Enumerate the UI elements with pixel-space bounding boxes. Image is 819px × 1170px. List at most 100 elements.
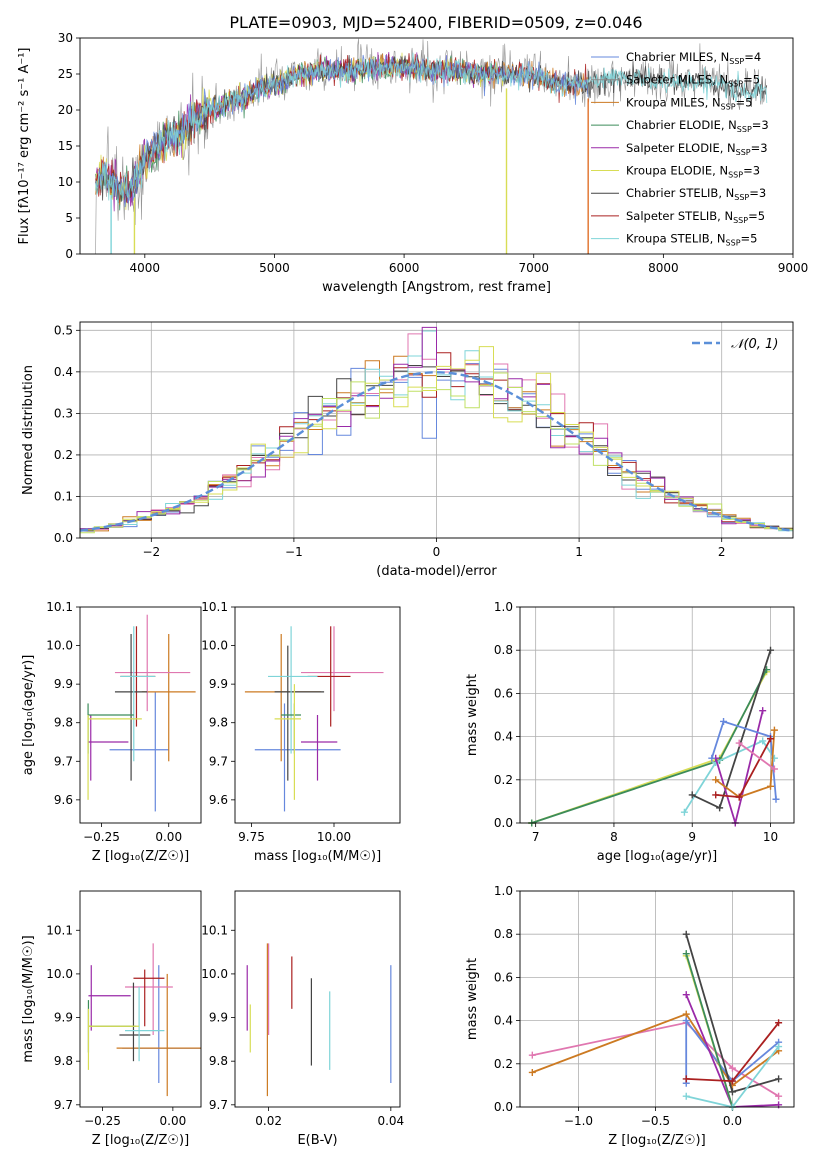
y-tick-label: 5: [65, 211, 73, 225]
x-axis-label: (data-model)/error: [376, 564, 497, 579]
x-tick-label: −1: [285, 545, 303, 559]
y-tick-label: 15: [58, 139, 73, 153]
mass_vs_ebv-axes: 0.02 0.04 9.7 9.8 9.9 10.0 10.1 E(B-V): [201, 890, 404, 1148]
y-tick-label: 10.1: [201, 923, 228, 937]
histogram-lime: [79, 372, 793, 538]
axes-frame: [79, 606, 202, 824]
y-tick-label: 0.0: [494, 816, 513, 830]
x-axis-label: Z [log₁₀(Z/Z☉)]: [608, 1133, 705, 1148]
x-tick-label: 1: [575, 545, 583, 559]
weight-line: [531, 669, 768, 824]
weight-marker: [728, 1088, 736, 1096]
y-tick-label: 0.5: [54, 323, 73, 337]
x-tick-label: 6000: [389, 261, 420, 275]
y-tick-label: 9.7: [209, 1098, 228, 1112]
y-tick-label: 0.2: [54, 448, 73, 462]
weight-marker: [767, 646, 775, 654]
y-axis-label: Flux [fλ10⁻¹⁷ erg cm⁻² s⁻¹ A⁻¹]: [17, 48, 32, 245]
legend-label: Kroupa ELODIE, NSSP=3: [626, 164, 760, 180]
x-axis-label: Z [log₁₀(Z/Z☉)]: [92, 1133, 189, 1148]
y-tick-label: 10.0: [201, 967, 228, 981]
y-tick-label: 9.6: [209, 793, 228, 807]
spectrum-chab-stelib: [95, 54, 768, 202]
y-tick-label: 0.8: [494, 927, 513, 941]
weight-marker: [688, 791, 696, 799]
y-tick-label: 0.3: [54, 406, 73, 420]
weight-marker: [682, 950, 690, 958]
weight-marker: [682, 991, 690, 999]
x-tick-label: 0.02: [255, 1114, 282, 1128]
y-tick-label: 30: [58, 31, 73, 45]
weight-line: [532, 1021, 780, 1097]
weight-marker: [728, 1077, 736, 1085]
x-axis-label: E(B-V): [297, 1133, 337, 1148]
weight_vs_Z-axes: −1.0 −0.5 0.0 0.0 0.2 0.4 0.6 0.8 1.0 Z [log₁₀(Z/…: [465, 884, 795, 1148]
y-tick-label: 0.4: [494, 1014, 513, 1028]
y-tick-label: 9.7: [54, 754, 73, 768]
x-tick-label: 0.04: [377, 1114, 404, 1128]
weight-marker: [682, 930, 690, 938]
y-tick-label: 0.4: [494, 730, 513, 744]
weight-line: [683, 739, 776, 813]
weight-marker: [712, 791, 720, 799]
weight-marker: [708, 754, 716, 762]
y-tick-label: 9.6: [54, 793, 73, 807]
weight-marker: [682, 1092, 690, 1100]
y-tick-label: 9.7: [209, 754, 228, 768]
y-tick-label: 0.2: [494, 773, 513, 787]
axes-frame: [234, 890, 401, 1108]
weight-marker: [759, 737, 767, 745]
x-axis-label: wavelength [Angstrom, rest frame]: [322, 280, 551, 295]
x-tick-label: 9000: [778, 261, 809, 275]
x-tick-label: 8: [610, 830, 618, 844]
y-tick-label: 1.0: [494, 884, 513, 898]
weight-marker: [767, 782, 775, 790]
legend-label: Kroupa STELIB, NSSP=5: [626, 232, 757, 248]
weight-marker: [770, 765, 778, 773]
y-tick-label: 10.0: [201, 639, 228, 653]
y-tick-label: 20: [58, 103, 73, 117]
y-tick-label: 0: [65, 247, 73, 261]
axes-frame: [79, 321, 794, 539]
weight-marker: [528, 1051, 536, 1059]
spectrum-legend: Chabrier MILES, NSSP=4 Salpeter MILES, NS…: [591, 50, 769, 248]
axes-frame: [79, 890, 202, 1108]
y-tick-label: 10: [58, 175, 73, 189]
legend-label: Salpeter MILES, NSSP=5: [626, 73, 760, 89]
legend-label: Kroupa MILES, NSSP=5: [626, 95, 752, 111]
y-tick-label: 0.4: [54, 365, 73, 379]
histogram-salp-elodie: [79, 326, 793, 538]
y-tick-label: 9.7: [54, 1098, 73, 1112]
legend-label: Chabrier MILES, NSSP=4: [626, 50, 761, 66]
y-axis-label: mass weight: [465, 674, 480, 756]
weight-marker: [682, 1010, 690, 1018]
age_vs_Z-axes: −0.25 0.00 9.6 9.7 9.8 9.9 10.0 10.1 Z [log₁₀(Z/…: [21, 600, 202, 864]
y-tick-label: 0.6: [494, 970, 513, 984]
x-tick-label: 4000: [130, 261, 161, 275]
y-tick-label: 9.9: [209, 1011, 228, 1025]
weight_vs_age-axes: 7 8 9 10 0.0 0.2 0.4 0.6 0.8 1.0 age [log₁₀(age/yr…: [465, 600, 795, 864]
mass_vs_Z-axes: −0.25 0.00 9.7 9.8 9.9 10.0 10.1 Z [log₁₀(Z/Z☉)…: [21, 890, 202, 1148]
y-tick-label: 9.8: [209, 716, 228, 730]
x-tick-label: 0.00: [160, 1114, 187, 1128]
y-tick-label: 10.0: [46, 967, 73, 981]
plot-layer: 4000 5000 6000 7000 8000 9000051015202530wave…: [17, 31, 808, 1148]
age_vs_mass-axes: 9.75 10.00 9.6 9.7 9.8 9.9 10.0 10.1 mass [log₁₀…: [201, 600, 401, 864]
spectrum-axes: 4000 5000 6000 7000 8000 9000 0 5 10 15 20 25 30 wave…: [17, 31, 808, 295]
legend-label: Chabrier ELODIE, NSSP=3: [626, 118, 769, 134]
x-tick-label: −0.25: [83, 830, 120, 844]
legend-label: Chabrier STELIB, NSSP=3: [626, 186, 766, 202]
x-tick-label: 10.00: [317, 830, 351, 844]
axes-frame: [519, 606, 795, 824]
x-tick-label: −1.0: [564, 1114, 593, 1128]
figure-title: PLATE=0903, MJD=52400, FIBERID=0509, z=0…: [229, 13, 642, 32]
weight-marker: [728, 1064, 736, 1072]
weight-marker: [682, 1075, 690, 1083]
x-tick-label: −2: [142, 545, 160, 559]
y-tick-label: 10.1: [201, 600, 228, 614]
weight-marker: [735, 739, 743, 747]
x-tick-label: 5000: [259, 261, 290, 275]
weight-marker: [682, 1017, 690, 1025]
x-axis-label: mass [log₁₀(M/M☉)]: [254, 849, 381, 864]
